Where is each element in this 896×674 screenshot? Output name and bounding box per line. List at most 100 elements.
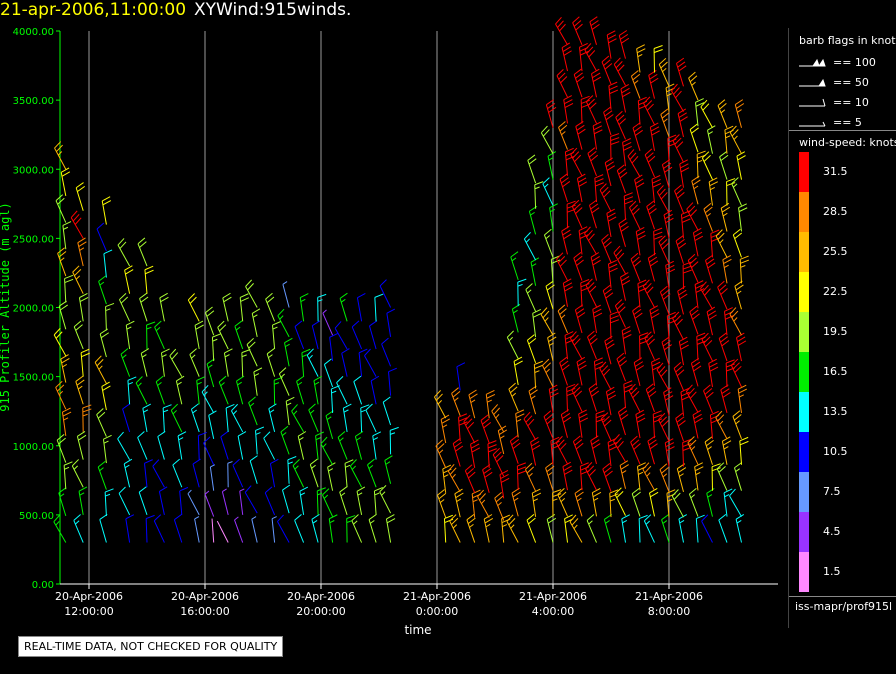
- wind-barb: [351, 514, 363, 543]
- barb-feather: [690, 209, 698, 217]
- barb-feather: [351, 320, 360, 328]
- barb-feather: [666, 268, 676, 274]
- wind-barb: [146, 321, 156, 349]
- wind-barb: [239, 488, 245, 515]
- barb-feather: [104, 488, 114, 493]
- barb-feather: [619, 172, 628, 179]
- wind-barb: [154, 320, 165, 350]
- barb-flag-label: == 10: [833, 96, 869, 109]
- barb-feather: [608, 38, 617, 44]
- barb-feather: [517, 462, 526, 467]
- barb-feather: [693, 185, 699, 190]
- barb-feather: [575, 442, 584, 450]
- barb-feather: [472, 499, 478, 503]
- barb-feather: [437, 443, 445, 450]
- barb-feather: [618, 406, 627, 413]
- barb-feather: [64, 278, 74, 284]
- barb-shaft: [642, 286, 655, 308]
- barb-feather: [525, 238, 531, 243]
- barb-feather: [571, 334, 579, 343]
- barb-feather: [658, 366, 666, 374]
- barb-feather: [547, 332, 556, 339]
- barb-feather: [703, 154, 711, 162]
- barb-feather: [646, 472, 651, 477]
- barb-feather: [632, 390, 640, 399]
- wind-barb: [589, 16, 600, 45]
- barb-feather: [637, 53, 643, 58]
- wind-barb: [607, 437, 618, 467]
- barb-shaft: [337, 437, 348, 460]
- barb-feather: [102, 385, 111, 391]
- barb-feather: [559, 259, 567, 267]
- wind-barb: [187, 489, 200, 516]
- wind-barb: [172, 458, 183, 488]
- barb-shaft: [658, 419, 670, 442]
- barb-feather: [689, 391, 697, 399]
- barb-flag-feather: [822, 98, 826, 107]
- barb-feather: [696, 332, 706, 337]
- barb-feather: [225, 403, 235, 409]
- speed-scale-label: 1.5: [823, 565, 841, 578]
- barb-feather: [565, 339, 575, 344]
- barb-feather: [309, 458, 318, 465]
- wind-barb: [62, 221, 72, 250]
- barb-feather: [671, 489, 679, 497]
- barb-feather: [729, 488, 736, 497]
- barb-feather: [360, 404, 370, 409]
- wind-barb: [196, 376, 206, 405]
- barb-shaft: [162, 407, 165, 432]
- barb-feather: [609, 267, 618, 273]
- barb-feather: [693, 231, 703, 238]
- barb-feather: [443, 474, 449, 478]
- barb-feather: [586, 514, 595, 521]
- wind-barb: [528, 385, 538, 415]
- wind-barb: [721, 436, 732, 465]
- barb-feather: [172, 410, 177, 415]
- barb-feather: [634, 174, 643, 181]
- barb-feather: [591, 207, 600, 214]
- barb-feather: [620, 84, 630, 90]
- wind-barb: [547, 332, 557, 362]
- barb-feather: [98, 275, 107, 282]
- barb-feather: [650, 122, 659, 128]
- legend-divider: [789, 130, 896, 131]
- barb-feather: [196, 381, 202, 385]
- barb-feather: [573, 252, 582, 259]
- barb-feather: [719, 151, 728, 158]
- barb-feather: [695, 98, 704, 103]
- barb-feather: [126, 320, 135, 326]
- wind-barb: [227, 461, 233, 488]
- barb-feather: [623, 145, 632, 151]
- wind-barb: [546, 513, 557, 543]
- barb-feather: [99, 281, 105, 286]
- barb-feather: [548, 336, 557, 343]
- barb-feather: [630, 252, 639, 260]
- barb-feather: [322, 443, 327, 448]
- barb-feather: [633, 491, 641, 498]
- speed-scale-label: 25.5: [823, 245, 848, 258]
- barb-feather: [678, 112, 687, 118]
- wind-barb: [323, 358, 334, 388]
- barb-feather: [356, 486, 366, 492]
- barb-feather: [485, 523, 491, 528]
- barb-feather: [660, 61, 668, 69]
- wind-barb: [137, 431, 148, 460]
- barb-feather: [390, 432, 396, 435]
- wind-barb: [645, 383, 657, 413]
- barb-shaft: [160, 352, 165, 377]
- barb-feather: [702, 151, 710, 159]
- barb-feather: [336, 376, 344, 384]
- barb-feather: [725, 135, 731, 139]
- barb-shaft: [271, 518, 276, 543]
- barb-feather: [510, 386, 518, 394]
- barb-feather: [590, 386, 598, 393]
- wind-barb: [103, 249, 113, 278]
- barb-feather: [61, 171, 71, 177]
- x-tick-label: 8:00:00: [648, 605, 690, 618]
- wind-barb: [623, 192, 634, 220]
- barb-feather: [64, 466, 70, 470]
- wind-barb: [55, 380, 67, 410]
- barb-feather: [174, 513, 182, 521]
- barb-feather: [274, 382, 280, 385]
- barb-feather: [695, 288, 705, 293]
